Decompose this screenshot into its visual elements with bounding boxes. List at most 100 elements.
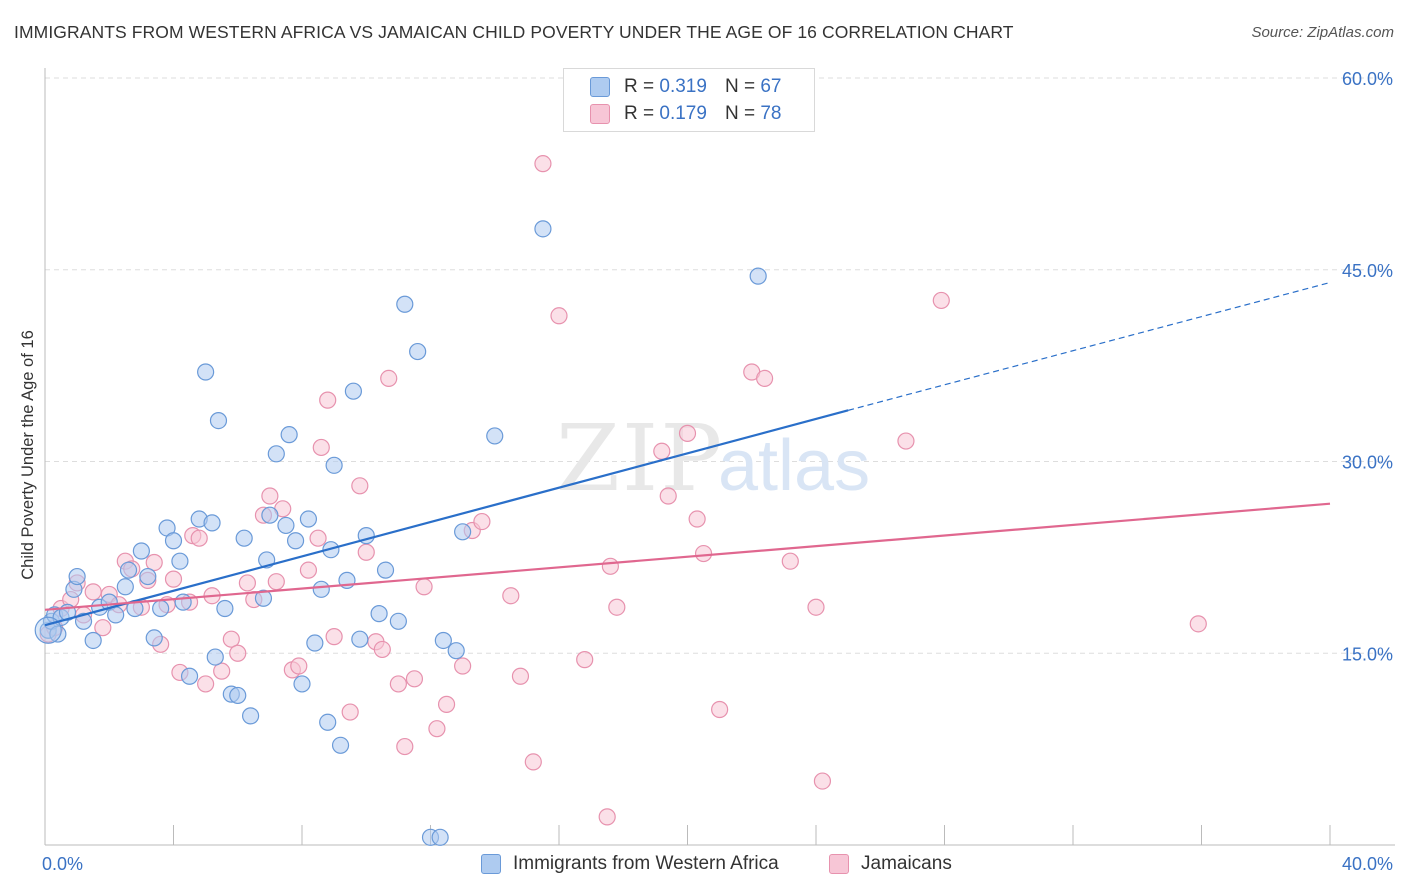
western-africa-point: [749, 267, 767, 285]
western-africa-point: [344, 382, 362, 400]
jamaicans-point: [325, 628, 343, 646]
jamaicans-point: [711, 700, 729, 719]
jamaicans-point: [755, 369, 774, 388]
legend-r-value: 0.179: [659, 103, 707, 124]
jamaicans-point: [290, 657, 308, 675]
jamaicans-points: [39, 155, 1207, 826]
western-africa-point: [299, 510, 318, 528]
jamaicans-point: [319, 391, 337, 409]
jamaicans-point: [688, 510, 706, 528]
western-africa-point: [454, 523, 472, 541]
watermark: ZIP atlas: [556, 405, 870, 512]
jamaicans-point: [389, 675, 407, 693]
source-label: Source: ZipAtlas.com: [1251, 24, 1394, 41]
jamaicans-point: [601, 557, 620, 575]
western-africa-point: [261, 506, 279, 524]
jamaicans-point: [659, 487, 677, 505]
jamaicans-point: [261, 487, 279, 505]
jamaicans-point: [781, 552, 799, 570]
western-africa-cluster-point: [34, 616, 62, 644]
western-africa-point: [312, 580, 330, 598]
legend-n-label: N =: [724, 76, 756, 97]
jamaicans-point: [511, 667, 530, 685]
jamaicans-point: [932, 291, 950, 310]
jamaicans-point: [534, 155, 552, 173]
jamaicans-point: [312, 438, 330, 457]
western-africa-point: [351, 630, 369, 648]
y-tick-label: 60.0%: [1342, 69, 1393, 89]
jamaicans-point: [299, 561, 318, 579]
legend-swatch-blue: [481, 854, 501, 874]
western-africa-point: [293, 675, 311, 693]
chart-title: IMMIGRANTS FROM WESTERN AFRICA VS JAMAIC…: [14, 22, 1014, 42]
y-axis-label: Child Poverty Under the Age of 16: [19, 330, 37, 579]
western-africa-trend-extension: [847, 281, 1331, 411]
jamaicans-point: [213, 662, 231, 680]
legend-r-label: R =: [624, 76, 655, 97]
jamaicans-point: [678, 424, 697, 442]
legend-n-value: 67: [760, 76, 782, 97]
jamaicans-point: [550, 307, 568, 325]
western-africa-point: [254, 589, 273, 607]
axes: [44, 68, 1395, 846]
western-africa-trend-line: [44, 409, 849, 627]
jamaicans-point: [694, 544, 713, 563]
western-africa-point: [132, 542, 150, 560]
western-africa-point: [325, 456, 343, 474]
western-africa-point: [534, 220, 552, 238]
jamaicans-point: [190, 529, 208, 547]
jamaicans-point: [351, 477, 369, 495]
western-africa-point: [107, 606, 125, 624]
western-africa-point: [49, 625, 67, 643]
legend-r-value: 0.319: [659, 76, 707, 97]
y-tick-label: 30.0%: [1342, 453, 1393, 473]
western-africa-point: [331, 736, 350, 754]
western-africa-point: [447, 642, 465, 660]
legend-swatch-blue: [590, 77, 610, 97]
tick-labels: 15.0% 30.0% 45.0% 60.0% 0.0% 40.0%: [42, 69, 1393, 874]
jamaicans-point: [428, 720, 446, 738]
legend-row-jamaicans: R = 0.179 N = 78: [590, 102, 781, 126]
western-africa-point: [389, 612, 407, 630]
jamaicans-point: [454, 657, 472, 675]
western-africa-point: [396, 295, 414, 313]
jamaicans-point: [437, 695, 456, 713]
western-africa-point: [242, 707, 260, 725]
legend-swatch-pink: [590, 104, 610, 124]
x-tick-label: 40.0%: [1342, 854, 1393, 874]
legend-r-label: R =: [624, 103, 655, 124]
western-africa-point: [203, 514, 221, 532]
western-africa-point: [116, 578, 134, 596]
jamaicans-point: [341, 703, 359, 721]
correlation-legend: R = 0.319 N = 67 R = 0.179 N = 78: [563, 68, 815, 132]
jamaicans-point: [94, 619, 112, 637]
legend-label-jamaicans: Jamaicans: [861, 853, 952, 874]
western-africa-point: [216, 599, 234, 618]
jamaicans-point: [897, 432, 915, 450]
western-africa-points: [34, 220, 767, 846]
jamaicans-point: [473, 512, 491, 531]
western-africa-point: [280, 426, 298, 444]
jamaicans-point: [502, 587, 520, 605]
legend-n-value: 78: [760, 103, 782, 124]
trend-lines: [44, 281, 1331, 627]
western-africa-point: [174, 593, 192, 611]
western-africa-point: [180, 667, 199, 685]
legend-item-western-africa: Immigrants from Western Africa: [481, 852, 779, 876]
western-africa-point: [164, 532, 183, 550]
jamaicans-point: [405, 670, 424, 688]
jamaicans-point: [197, 675, 215, 693]
western-africa-point: [486, 427, 504, 445]
jamaicans-point: [145, 553, 163, 572]
jamaicans-point: [576, 651, 594, 669]
jamaicans-trend-line: [44, 502, 1331, 611]
western-africa-point: [197, 363, 215, 381]
jamaicans-point: [309, 529, 327, 547]
western-africa-point: [431, 828, 449, 846]
grid-lines: [45, 77, 1395, 654]
jamaicans-point: [807, 598, 825, 616]
western-africa-point: [171, 552, 189, 570]
western-africa-point: [119, 561, 138, 579]
western-africa-point: [229, 686, 247, 705]
